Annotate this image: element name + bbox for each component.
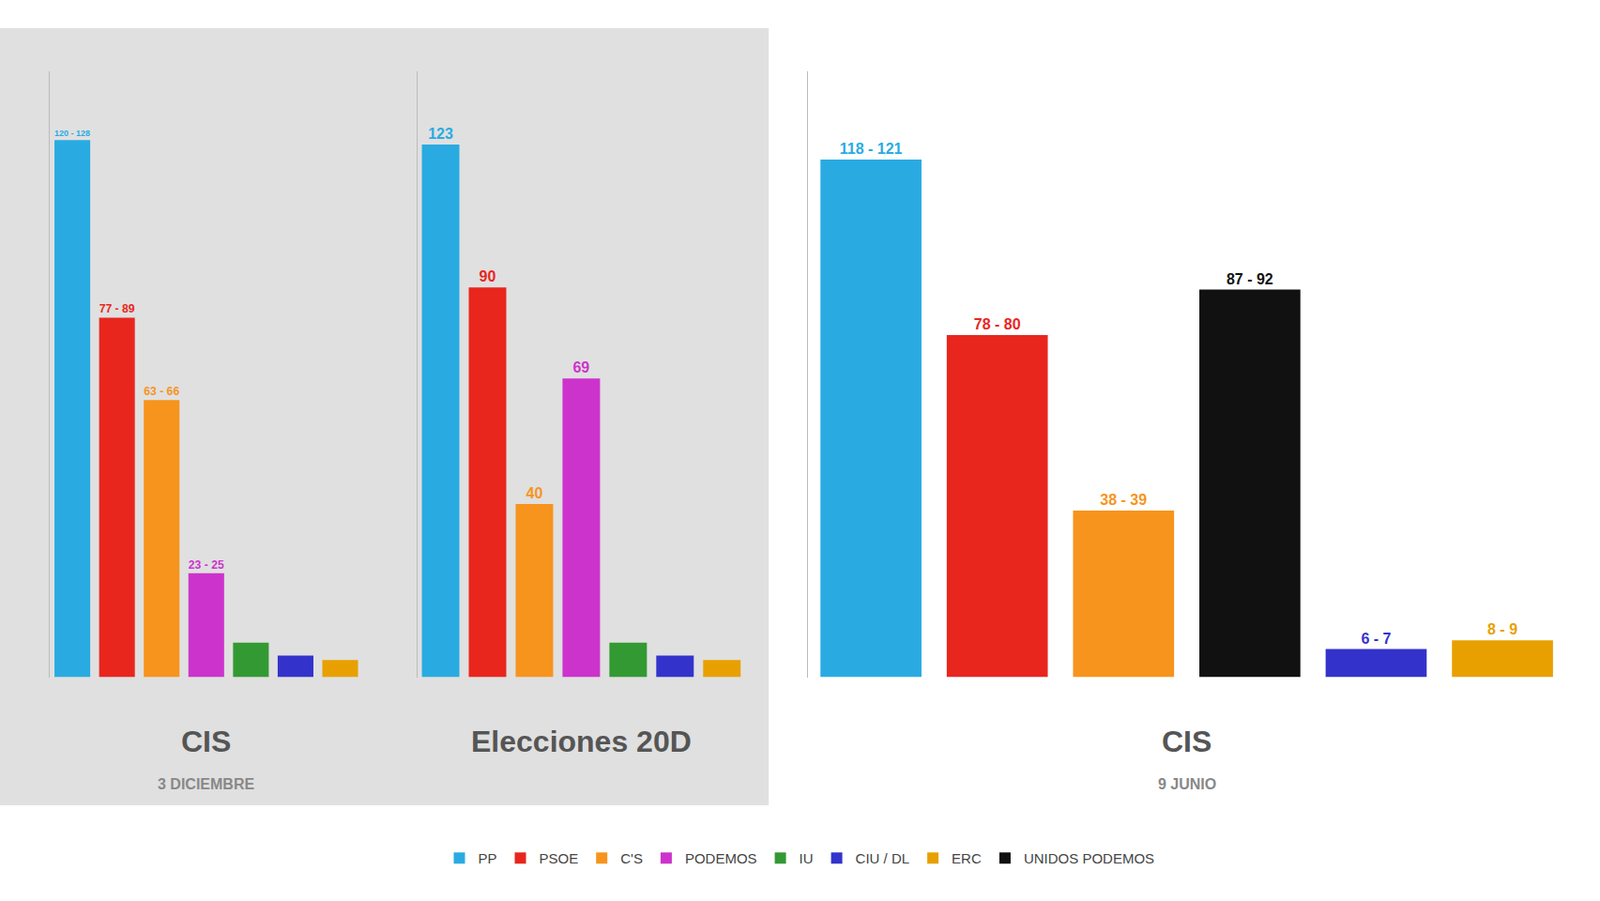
svg-text:Elecciones 20D: Elecciones 20D [471,724,692,759]
svg-text:77 - 89: 77 - 89 [99,302,136,316]
svg-text:87 - 92: 87 - 92 [1226,271,1274,288]
svg-text:38 - 39: 38 - 39 [1099,491,1147,508]
svg-text:3 DICIEMBRE: 3 DICIEMBRE [157,776,255,793]
svg-text:PP: PP [478,850,498,867]
svg-text:C'S: C'S [620,850,643,867]
svg-text:78 - 80: 78 - 80 [974,316,1021,333]
svg-text:9 JUNIO: 9 JUNIO [1158,776,1217,793]
svg-text:PODEMOS: PODEMOS [685,850,758,867]
svg-text:CIU / DL: CIU / DL [855,850,911,867]
svg-text:40: 40 [526,485,544,502]
svg-text:6 - 7: 6 - 7 [1360,630,1391,647]
svg-text:118 - 121: 118 - 121 [839,140,903,157]
svg-text:69: 69 [572,359,590,376]
svg-text:123: 123 [427,125,454,142]
svg-text:CIS: CIS [1161,724,1212,759]
svg-text:ERC: ERC [951,850,982,867]
svg-text:8 - 9: 8 - 9 [1487,621,1518,638]
svg-text:CIS: CIS [181,724,231,759]
svg-text:90: 90 [479,268,497,285]
svg-text:PSOE: PSOE [539,850,580,867]
svg-text:UNIDOS PODEMOS: UNIDOS PODEMOS [1023,850,1155,867]
svg-text:120 - 128: 120 - 128 [54,128,91,138]
svg-text:63 - 66: 63 - 66 [143,384,180,398]
svg-text:23 - 25: 23 - 25 [188,558,225,572]
svg-text:IU: IU [799,850,814,867]
